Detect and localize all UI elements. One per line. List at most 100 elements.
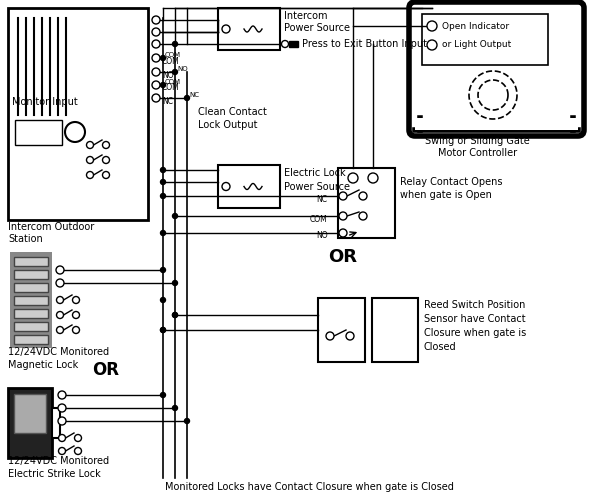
Circle shape bbox=[160, 392, 166, 398]
Circle shape bbox=[74, 434, 82, 442]
Text: COM: COM bbox=[162, 56, 180, 66]
Circle shape bbox=[160, 328, 166, 332]
Circle shape bbox=[73, 296, 79, 304]
Circle shape bbox=[160, 180, 166, 184]
Circle shape bbox=[152, 16, 160, 24]
Circle shape bbox=[152, 68, 160, 76]
Circle shape bbox=[86, 172, 94, 178]
Circle shape bbox=[427, 40, 437, 50]
Circle shape bbox=[427, 21, 437, 31]
Circle shape bbox=[172, 70, 178, 74]
Text: Clean Contact: Clean Contact bbox=[198, 107, 267, 117]
Circle shape bbox=[348, 173, 358, 183]
Circle shape bbox=[58, 391, 66, 399]
Bar bbox=[14, 322, 48, 331]
Text: Monitored Locks have Contact Closure when gate is Closed: Monitored Locks have Contact Closure whe… bbox=[165, 482, 454, 492]
Text: Closed: Closed bbox=[424, 342, 457, 352]
FancyBboxPatch shape bbox=[409, 2, 584, 136]
Circle shape bbox=[58, 404, 66, 412]
Circle shape bbox=[86, 142, 94, 148]
Circle shape bbox=[172, 280, 178, 285]
Text: NO: NO bbox=[316, 232, 328, 240]
Circle shape bbox=[339, 212, 347, 220]
Text: OR: OR bbox=[328, 248, 357, 266]
Circle shape bbox=[339, 229, 347, 237]
Text: Intercom Outdoor: Intercom Outdoor bbox=[8, 222, 94, 232]
Bar bbox=[14, 335, 48, 344]
Text: Open Indicator: Open Indicator bbox=[442, 22, 509, 31]
Circle shape bbox=[160, 298, 166, 302]
Bar bbox=[14, 296, 48, 305]
Bar bbox=[8, 388, 52, 458]
Circle shape bbox=[56, 279, 64, 287]
Circle shape bbox=[74, 448, 82, 454]
Text: NC: NC bbox=[189, 92, 199, 98]
Circle shape bbox=[222, 182, 230, 190]
Circle shape bbox=[160, 168, 166, 172]
Text: Electric Lock: Electric Lock bbox=[284, 168, 346, 178]
Circle shape bbox=[65, 122, 85, 142]
Bar bbox=[318, 298, 365, 362]
Bar bbox=[422, 14, 548, 65]
Circle shape bbox=[58, 434, 66, 442]
Text: Station: Station bbox=[8, 234, 43, 244]
Text: Reed Switch Position: Reed Switch Position bbox=[424, 300, 526, 310]
Circle shape bbox=[281, 40, 288, 48]
Text: Press to Exit Button Input: Press to Exit Button Input bbox=[302, 39, 427, 49]
Circle shape bbox=[359, 212, 367, 220]
Bar bbox=[338, 168, 395, 238]
Bar bbox=[218, 8, 280, 50]
Circle shape bbox=[359, 192, 367, 200]
Circle shape bbox=[160, 194, 166, 198]
Circle shape bbox=[152, 40, 160, 48]
Bar bbox=[14, 257, 48, 266]
Bar bbox=[218, 165, 280, 208]
Bar bbox=[52, 408, 60, 438]
Circle shape bbox=[56, 266, 64, 274]
Text: COM: COM bbox=[310, 214, 328, 224]
Bar bbox=[372, 298, 418, 362]
Circle shape bbox=[103, 172, 110, 178]
Bar bbox=[289, 41, 298, 47]
Text: Motor Controller: Motor Controller bbox=[438, 148, 517, 158]
Circle shape bbox=[152, 94, 160, 102]
Text: Power Source: Power Source bbox=[284, 182, 350, 192]
Circle shape bbox=[58, 448, 66, 454]
Bar bbox=[14, 394, 46, 433]
Text: Sensor have Contact: Sensor have Contact bbox=[424, 314, 526, 324]
Circle shape bbox=[152, 81, 160, 89]
Circle shape bbox=[103, 142, 110, 148]
Circle shape bbox=[160, 230, 166, 235]
Circle shape bbox=[172, 42, 178, 46]
Text: 12/24VDC Monitored: 12/24VDC Monitored bbox=[8, 456, 109, 466]
Circle shape bbox=[160, 56, 166, 60]
Circle shape bbox=[103, 156, 110, 164]
Circle shape bbox=[57, 312, 64, 318]
Circle shape bbox=[172, 406, 178, 410]
Text: COM: COM bbox=[162, 84, 180, 92]
Bar bbox=[10, 252, 52, 348]
Circle shape bbox=[172, 214, 178, 218]
Text: COM: COM bbox=[165, 79, 181, 85]
Circle shape bbox=[57, 296, 64, 304]
Text: NO: NO bbox=[162, 70, 173, 80]
Circle shape bbox=[73, 312, 79, 318]
Circle shape bbox=[172, 312, 178, 318]
Circle shape bbox=[346, 332, 354, 340]
Text: Lock Output: Lock Output bbox=[198, 120, 257, 130]
Circle shape bbox=[185, 96, 190, 100]
Bar bbox=[14, 283, 48, 292]
Text: Closure when gate is: Closure when gate is bbox=[424, 328, 526, 338]
Circle shape bbox=[152, 54, 160, 62]
Circle shape bbox=[339, 192, 347, 200]
Circle shape bbox=[185, 418, 190, 424]
Circle shape bbox=[58, 417, 66, 425]
Circle shape bbox=[86, 156, 94, 164]
Text: NC: NC bbox=[316, 194, 327, 203]
Bar bbox=[15, 120, 62, 145]
Text: Power Source: Power Source bbox=[284, 23, 350, 33]
Text: Relay Contact Opens: Relay Contact Opens bbox=[400, 177, 502, 187]
Text: Swing or Sliding Gate: Swing or Sliding Gate bbox=[425, 136, 530, 146]
Bar bbox=[14, 309, 48, 318]
Circle shape bbox=[152, 28, 160, 36]
